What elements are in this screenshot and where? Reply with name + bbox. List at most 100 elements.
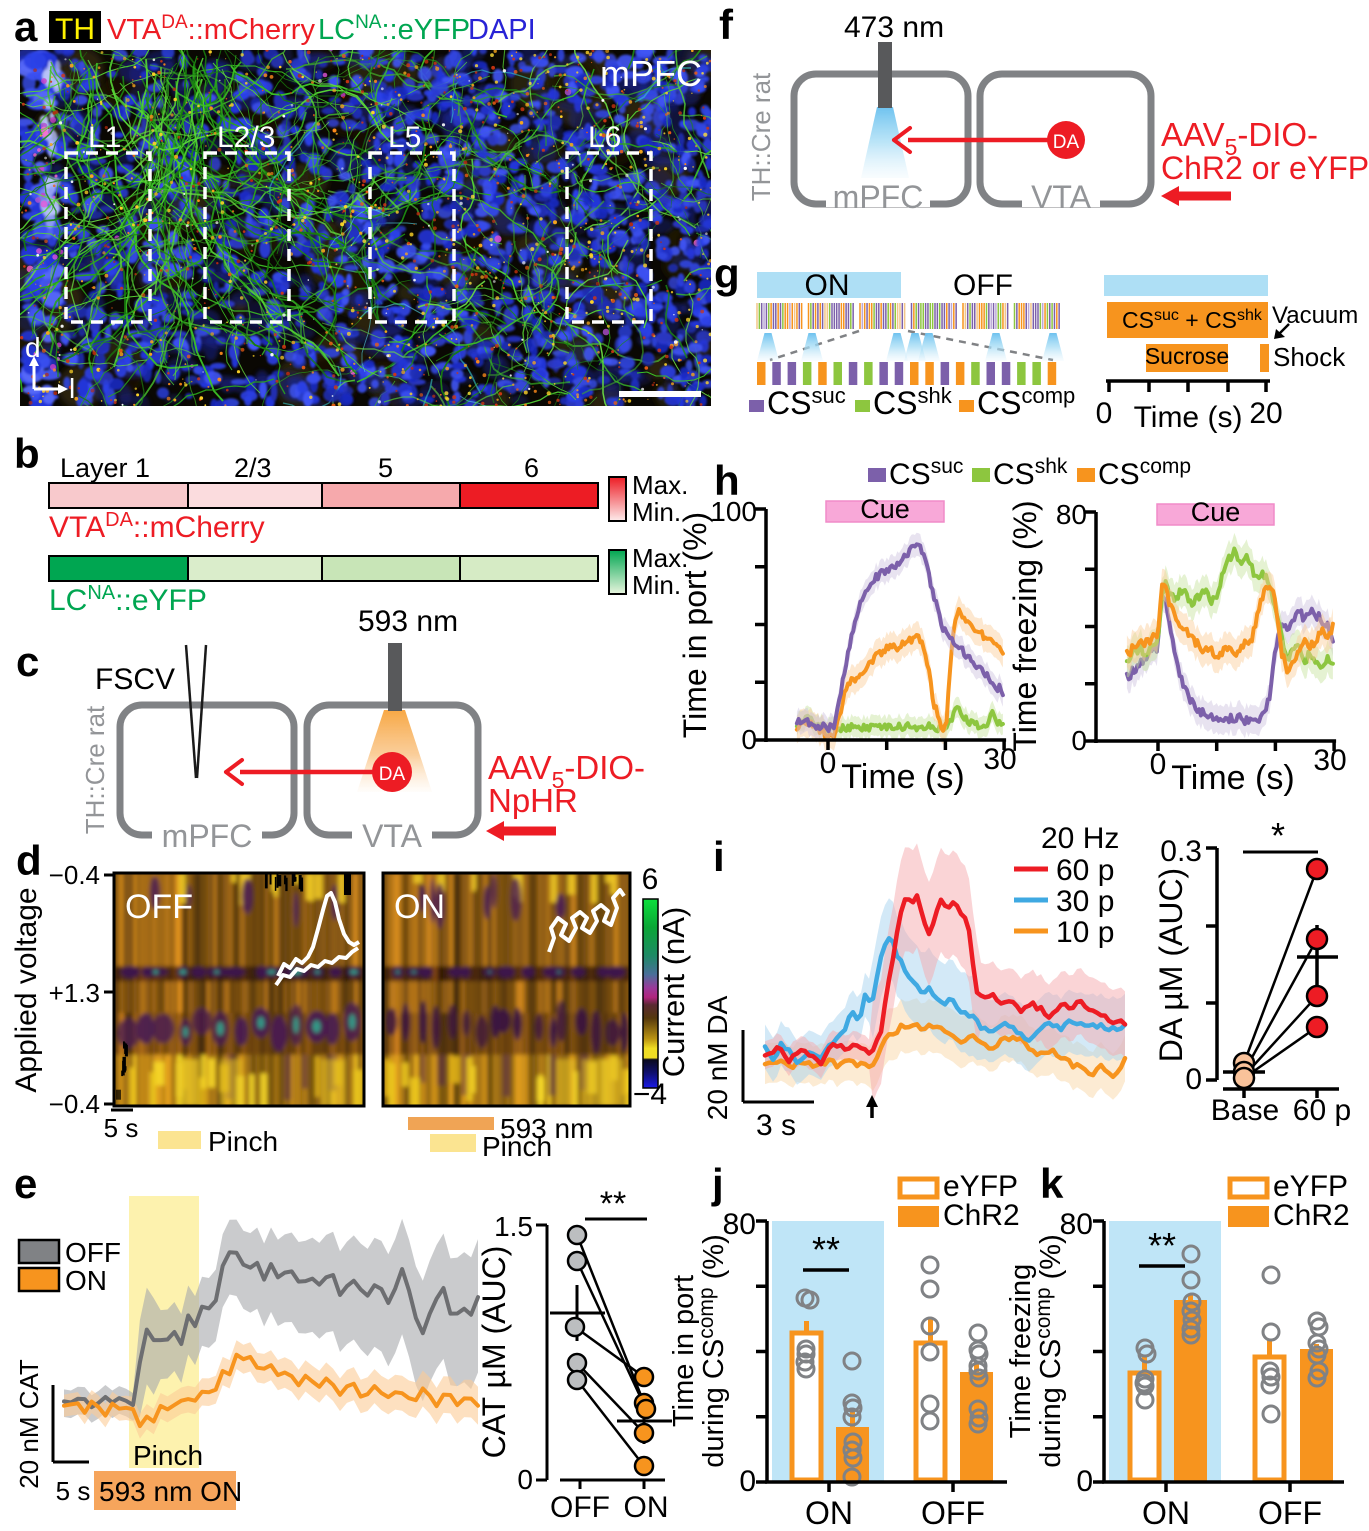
svg-text:OFF: OFF bbox=[65, 1237, 121, 1268]
svg-text:80: 80 bbox=[1060, 1208, 1093, 1241]
svg-text:0: 0 bbox=[517, 1464, 533, 1495]
svg-text:TH::Cre rat: TH::Cre rat bbox=[746, 72, 776, 201]
svg-text:d: d bbox=[16, 837, 42, 884]
svg-text:TH: TH bbox=[55, 13, 95, 46]
svg-text:DA µM (AUC): DA µM (AUC) bbox=[1153, 868, 1189, 1062]
svg-text:Cue: Cue bbox=[1191, 497, 1241, 527]
svg-text:b: b bbox=[14, 430, 40, 477]
svg-text:Time freezing (%): Time freezing (%) bbox=[1007, 500, 1043, 751]
svg-text:60 p: 60 p bbox=[1293, 1094, 1351, 1127]
svg-text:5 s: 5 s bbox=[56, 1476, 91, 1506]
svg-text:ON: ON bbox=[624, 1491, 669, 1524]
svg-text:Base: Base bbox=[1211, 1094, 1279, 1127]
svg-text:Time (s): Time (s) bbox=[1134, 401, 1243, 434]
svg-text:Pinch: Pinch bbox=[208, 1126, 278, 1157]
svg-text:0: 0 bbox=[739, 1465, 756, 1498]
svg-text:Shock: Shock bbox=[1273, 342, 1346, 372]
svg-text:k: k bbox=[1040, 1160, 1064, 1207]
svg-text:1.5: 1.5 bbox=[494, 1211, 533, 1242]
svg-text:Layer 1: Layer 1 bbox=[60, 453, 150, 483]
svg-text:OFF: OFF bbox=[953, 269, 1013, 302]
svg-text:20 nM DA: 20 nM DA bbox=[702, 995, 733, 1120]
svg-text:Time in port: Time in port bbox=[668, 1275, 700, 1427]
svg-text:80: 80 bbox=[1056, 499, 1087, 530]
svg-text:−4: −4 bbox=[633, 1078, 667, 1111]
svg-text:VTA: VTA bbox=[1031, 179, 1092, 215]
svg-text:LCNA::eYFP: LCNA::eYFP bbox=[318, 12, 470, 46]
svg-text:20 nM CAT: 20 nM CAT bbox=[14, 1359, 44, 1489]
svg-text:0: 0 bbox=[1185, 1063, 1202, 1096]
svg-text:FSCV: FSCV bbox=[95, 663, 175, 696]
svg-text:mPFC: mPFC bbox=[833, 179, 924, 215]
svg-text:6: 6 bbox=[642, 863, 659, 896]
svg-text:+1.3: +1.3 bbox=[49, 978, 100, 1008]
svg-text:0: 0 bbox=[1076, 1465, 1093, 1498]
svg-text:**: ** bbox=[1148, 1225, 1176, 1266]
svg-text:Min.: Min. bbox=[632, 570, 681, 600]
svg-text:ON: ON bbox=[805, 269, 850, 302]
svg-text:j: j bbox=[711, 1160, 724, 1207]
svg-text:Max.: Max. bbox=[632, 470, 688, 500]
svg-text:593 nm: 593 nm bbox=[358, 605, 458, 638]
svg-text:Time in port (%): Time in port (%) bbox=[677, 512, 713, 738]
svg-text:L5: L5 bbox=[388, 121, 421, 154]
svg-text:a: a bbox=[14, 3, 38, 50]
svg-text:0: 0 bbox=[741, 724, 757, 755]
svg-text:mPFC: mPFC bbox=[162, 818, 253, 854]
svg-text:f: f bbox=[719, 1, 734, 48]
svg-text:ON: ON bbox=[65, 1265, 107, 1296]
svg-text:**: ** bbox=[600, 1185, 626, 1223]
svg-text:OFF: OFF bbox=[1258, 1495, 1322, 1531]
svg-text:20: 20 bbox=[1249, 397, 1282, 430]
svg-text:5 s: 5 s bbox=[104, 1113, 139, 1143]
svg-text:TH::Cre rat: TH::Cre rat bbox=[80, 705, 110, 834]
svg-text:l: l bbox=[69, 373, 75, 404]
svg-text:DA: DA bbox=[379, 764, 406, 785]
svg-text:ON: ON bbox=[1142, 1495, 1190, 1531]
svg-text:10 p: 10 p bbox=[1056, 916, 1114, 949]
svg-text:Min.: Min. bbox=[632, 497, 681, 527]
svg-text:eYFP: eYFP bbox=[1273, 1170, 1348, 1203]
svg-text:**: ** bbox=[812, 1229, 840, 1270]
svg-text:Pinch: Pinch bbox=[482, 1131, 552, 1162]
svg-text:0: 0 bbox=[820, 747, 837, 780]
svg-text:DAPI: DAPI bbox=[468, 14, 536, 46]
svg-text:during CScomp (%): during CScomp (%) bbox=[695, 1234, 730, 1468]
svg-text:CAT µM (AUC): CAT µM (AUC) bbox=[476, 1246, 512, 1459]
svg-text:Pinch: Pinch bbox=[133, 1440, 203, 1471]
svg-text:2/3: 2/3 bbox=[234, 453, 272, 483]
svg-text:Sucrose: Sucrose bbox=[1145, 343, 1229, 369]
svg-text:L6: L6 bbox=[588, 121, 621, 154]
svg-text:VTADA::mCherry: VTADA::mCherry bbox=[107, 12, 315, 46]
svg-text:−0.4: −0.4 bbox=[49, 1089, 100, 1119]
svg-text:*: * bbox=[1271, 815, 1285, 856]
svg-text:Vacuum: Vacuum bbox=[1272, 302, 1358, 329]
svg-text:473 nm: 473 nm bbox=[844, 11, 944, 44]
svg-text:DA: DA bbox=[1053, 132, 1080, 153]
svg-text:mPFC: mPFC bbox=[600, 53, 702, 94]
svg-text:VTA: VTA bbox=[362, 818, 423, 854]
svg-text:−0.4: −0.4 bbox=[49, 860, 100, 890]
svg-text:Time (s): Time (s) bbox=[841, 758, 964, 796]
svg-text:ChR2 or eYFP: ChR2 or eYFP bbox=[1161, 150, 1369, 186]
svg-text:Time freezing: Time freezing bbox=[1005, 1264, 1037, 1439]
svg-text:0: 0 bbox=[1071, 725, 1087, 756]
svg-text:3 s: 3 s bbox=[756, 1109, 796, 1142]
svg-text:AAV5-DIO-: AAV5-DIO- bbox=[488, 749, 645, 793]
svg-text:eYFP: eYFP bbox=[943, 1170, 1018, 1203]
svg-text:593 nm: 593 nm bbox=[500, 1113, 593, 1144]
svg-text:Cue: Cue bbox=[860, 494, 910, 524]
svg-text:30 p: 30 p bbox=[1056, 885, 1114, 918]
svg-text:d: d bbox=[25, 332, 41, 363]
svg-text:c: c bbox=[16, 638, 39, 685]
svg-text:100: 100 bbox=[710, 496, 757, 527]
svg-text:0: 0 bbox=[1150, 748, 1167, 781]
svg-text:5: 5 bbox=[378, 453, 393, 483]
svg-text:during CScomp (%): during CScomp (%) bbox=[1032, 1234, 1067, 1468]
svg-text:h: h bbox=[714, 457, 740, 504]
svg-text:ChR2: ChR2 bbox=[1273, 1199, 1350, 1232]
svg-text:Max.: Max. bbox=[632, 543, 688, 573]
svg-text:6: 6 bbox=[524, 453, 539, 483]
svg-text:20 Hz: 20 Hz bbox=[1041, 822, 1119, 855]
svg-text:OFF: OFF bbox=[550, 1491, 610, 1524]
